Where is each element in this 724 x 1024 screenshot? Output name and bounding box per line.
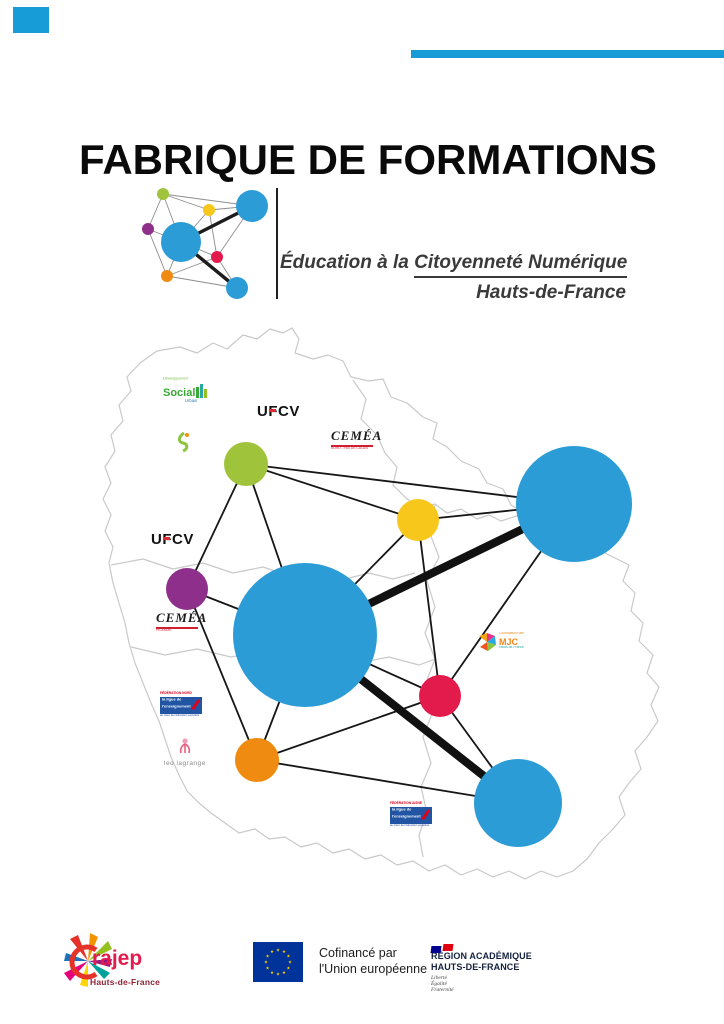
svg-text:★: ★ [276,972,281,977]
logo-ufcv-west: UFCV [151,531,194,548]
cemea-name: CEMÉA [156,610,208,625]
svg-text:★: ★ [266,966,271,971]
svg-text:★: ★ [276,948,281,953]
cemea-sub: NORD - PAS DE CALAIS [331,447,369,451]
logo-developpement-social-urbain: Développement Social Urbain [163,377,209,405]
eu-flag-icon: ★ ★★★★★★★★★★★ [253,942,303,982]
ligue-baseline: au cœur de l'éducation populaire [390,824,430,827]
motto-egalite: Égalité [431,981,447,987]
leo-figure-icon [179,738,191,754]
motto-fraternite: Fraternité [431,987,454,993]
ligue-arrow-icon [191,699,200,710]
top-accent-bar [411,50,724,58]
social-line3: Urbain [185,399,198,404]
cemea-red-bar [331,445,373,447]
mjc-line1: Coordination des [499,632,524,636]
motto-liberte: Liberté [431,975,447,981]
subtitle-line1: Éducation à la Citoyenneté Numérique [280,252,628,278]
ufcv-u: U [257,403,269,420]
ufcv-cv: CV [172,531,194,548]
logo-ufcv-north: UFCV [257,403,300,420]
eu-text-line1: Cofinancé par [319,946,397,960]
logo-mjc: Coordination des MJC Hauts-de-France [477,632,544,652]
ligue-blue-box: la ligue de l'enseignement [160,697,202,714]
region-academique-line2: HAUTS-DE-FRANCE [431,961,520,972]
logo-cemea-nord: CEMÉA NORD - PAS DE CALAIS [331,428,399,453]
mjc-line3: Hauts-de-France [499,646,524,650]
logo-cemea-picardie: CEMÉA PICARDIE [156,610,207,635]
logo-leo-lagrange: leo lagrange [164,737,206,767]
svg-text:★: ★ [266,954,271,959]
crajep-starburst-icon [64,933,112,987]
subtitle-line2: Hauts-de-France [476,282,626,303]
region-academique-line1: RÉGION ACADÉMIQUE [431,951,532,961]
ligue-box-line1: la ligue de [162,698,182,702]
svg-text:★: ★ [264,960,269,965]
crajep-region: Hauts-de-France [90,977,161,987]
svg-text:★: ★ [282,949,287,954]
mjc-line2: MJC [499,637,519,647]
subtitle-prefix: Éducation à la [280,252,415,273]
leo-name: leo lagrange [164,760,206,767]
ufcv-f: F [162,531,173,548]
ligue-federation: FÉDÉRATION NORD [160,692,192,696]
logo-ligue-enseignement-aisne: FÉDÉRATION AISNE la ligue de l'enseignem… [390,802,477,830]
svg-text:★: ★ [270,970,275,975]
ufcv-cv: CV [278,403,300,420]
logo-ligue-enseignement-nord: FÉDÉRATION NORD la ligue de l'enseigneme… [160,692,247,720]
ligue-baseline: au cœur de l'éducation populaire [160,714,200,717]
svg-text:★: ★ [282,970,287,975]
svg-text:★: ★ [288,960,293,965]
eu-cofinancing-block: ★ ★ ★ ★ ★ ★ ★ ★ ★ ★ ★ ★ Cofinancé par l'Union europ… [253,942,427,982]
cemea-name: CEMÉA [331,428,383,443]
mjc-pinwheel-icon [479,633,496,651]
ligue-box-line2: l'enseignement [162,705,191,709]
social-building-icon [196,384,208,398]
social-line2: Social [163,387,196,399]
ufcv-f: F [268,403,279,420]
subtitle-underlined: Citoyenneté Numérique [414,252,628,278]
svg-text:★: ★ [270,949,275,954]
crajep-name: rajep [92,947,143,970]
ligue-box-line1: la ligue de [392,808,412,812]
french-motto: Liberté Égalité Fraternité [431,975,532,993]
svg-text:★: ★ [286,954,291,959]
ufcv-u: U [151,531,163,548]
eu-text-line2: l'Union européenne [319,962,428,976]
cemea-red-bar [156,627,198,629]
vertical-divider [276,188,278,299]
ligue-blue-box: la ligue de l'enseignement [390,807,432,824]
cemea-sub: PICARDIE [156,629,172,633]
network-logo-icon [142,188,268,299]
poster-title: FABRIQUE DE FORMATIONS [79,136,657,183]
logo-swirl-icon [177,431,189,453]
region-academique-block: RÉGION ACADÉMIQUE HAUTS-DE-FRANCE Libert… [430,939,532,993]
ligue-box-line2: l'enseignement [392,815,421,819]
french-flag-icon [430,939,532,953]
corner-accent-square [13,7,49,33]
ligue-arrow-icon [421,809,430,820]
svg-text:★: ★ [286,966,291,971]
hauts-de-france-map-network [102,327,660,880]
social-line1: Développement [163,377,189,381]
ligue-federation: FÉDÉRATION AISNE [390,802,423,806]
subtitle-block: Éducation à la Citoyenneté Numérique Hau… [280,252,628,304]
